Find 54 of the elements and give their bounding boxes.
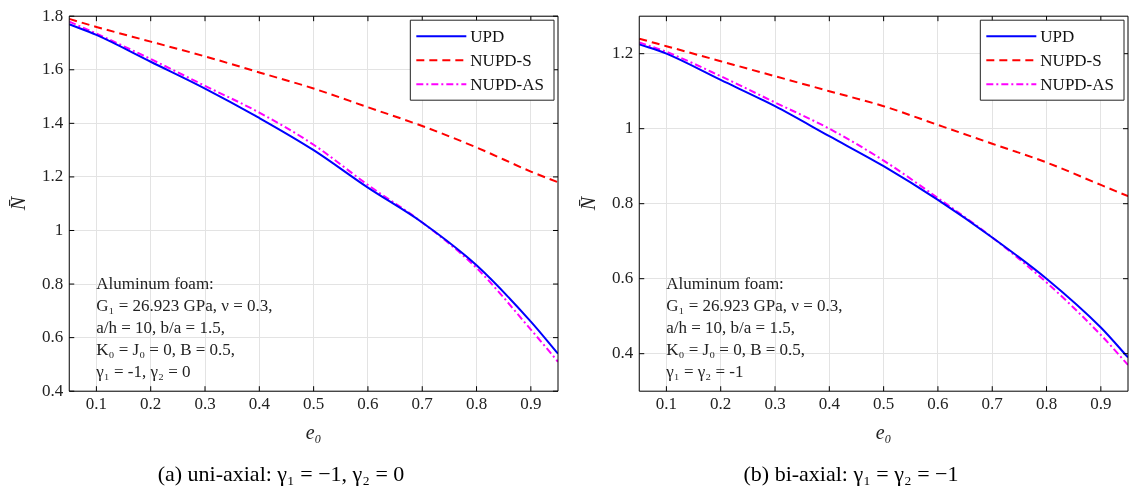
x-tick-label: 0.9: [520, 393, 542, 413]
x-tick-label: 0.7: [411, 393, 434, 413]
x-tick-label: 0.3: [764, 393, 786, 413]
y-tick-label: 1.2: [612, 43, 634, 63]
text: (b) bi-axial: γ₁ = γ₂ = −1: [743, 460, 959, 486]
annotation: a/h = 10, b/a = 1.5,: [96, 318, 225, 338]
x-tick-label: 0.2: [140, 393, 162, 413]
y-tick-label: 1.8: [42, 5, 64, 25]
x-tick-label: 0.4: [818, 393, 841, 413]
y-tick-label: 1: [624, 118, 634, 138]
annotation: K₀ = J₀ = 0, B = 0.5,: [666, 340, 806, 360]
legend-label: UPD: [470, 26, 505, 46]
x-tick-label: 0.5: [873, 393, 895, 413]
annotation: Aluminum foam:: [666, 274, 784, 294]
y-tick-label: 0.6: [612, 268, 634, 288]
text: (a) uni-axial: γ₁ = −1, γ₂ = 0: [157, 460, 405, 486]
legend-label: UPD: [1040, 26, 1075, 46]
legend-label: NUPD-AS: [470, 74, 545, 94]
y-tick-label: 0.8: [612, 193, 634, 213]
annotation: Aluminum foam:: [96, 274, 214, 294]
y-tick-label: 0.4: [42, 380, 64, 400]
y-tick-label: 1.6: [42, 59, 64, 79]
y-tick-label: 0.6: [42, 327, 64, 347]
y-axis-title: N̄: [577, 195, 600, 212]
x-tick-label: 0.5: [303, 393, 325, 413]
x-tick-label: 0.6: [357, 393, 379, 413]
x-tick-label: 0.6: [927, 393, 949, 413]
y-tick-label: 1: [54, 219, 64, 239]
line-series: [69, 17, 558, 184]
annotation: a/h = 10, b/a = 1.5,: [666, 318, 795, 338]
legend-label: NUPD-S: [470, 50, 532, 70]
x-tick-label: 0.9: [1090, 393, 1112, 413]
x-tick-label: 0.8: [1035, 393, 1058, 413]
x-tick-label: 0.7: [981, 393, 1004, 413]
x-tick-label: 0.1: [85, 393, 108, 413]
annotation: K₀ = J₀ = 0, B = 0.5,: [96, 340, 236, 360]
annotation: G₁ = 26.923 GPa, ν = 0.3,: [96, 296, 273, 316]
x-tick-label: 0.2: [710, 393, 732, 413]
y-tick-label: 1.2: [42, 166, 64, 186]
x-axis-title: e₀: [305, 420, 322, 443]
x-tick-label: 0.1: [655, 393, 678, 413]
y-tick-label: 0.8: [42, 273, 64, 293]
annotation: γ₁ = -1, γ₂ = 0: [95, 362, 191, 382]
x-tick-label: 0.8: [465, 393, 488, 413]
x-tick-label: 0.3: [194, 393, 216, 413]
x-axis-title: e₀: [875, 420, 892, 443]
legend-label: NUPD-S: [1040, 50, 1102, 70]
y-tick-label: 1.4: [42, 112, 64, 132]
legend-label: NUPD-AS: [1040, 74, 1115, 94]
x-tick-label: 0.4: [248, 393, 271, 413]
y-tick-label: 0.4: [612, 343, 634, 363]
y-axis-title: N̄: [7, 195, 30, 212]
annotation: γ₁ = γ₂ = -1: [665, 362, 744, 382]
annotation: G₁ = 26.923 GPa, ν = 0.3,: [666, 296, 843, 316]
